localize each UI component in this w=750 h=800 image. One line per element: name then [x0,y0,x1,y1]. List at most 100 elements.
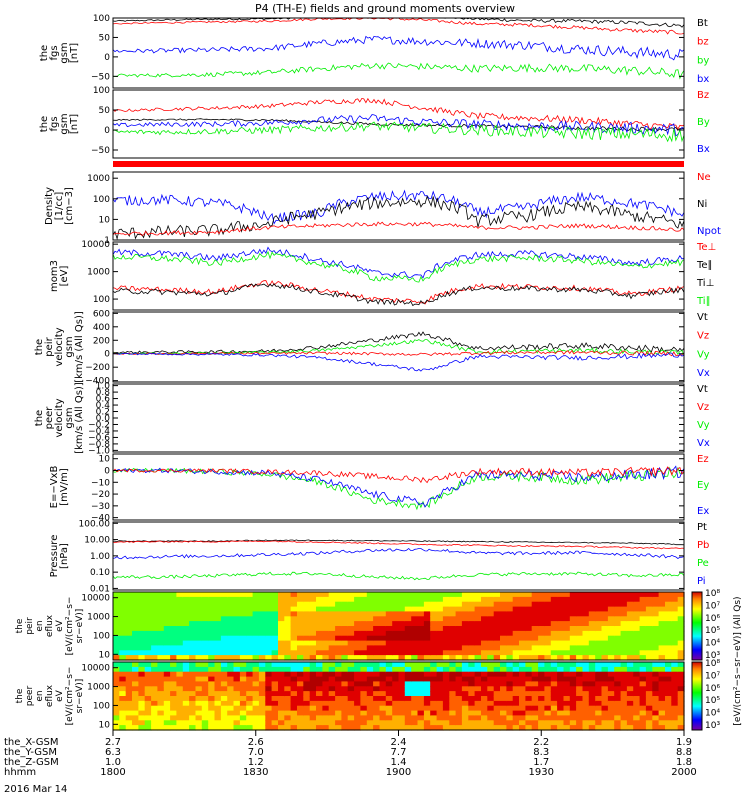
spectrogram-cell [538,686,545,692]
spectrogram-cell [354,696,361,702]
spectrogram-cell [278,655,285,661]
spectrogram-cell [481,630,488,637]
spectrogram-cell [665,592,672,598]
spectrogram-cell [576,662,583,668]
spectrogram-cell [468,655,476,661]
spectrogram-cell [474,635,482,642]
spectrogram-cell [506,720,514,726]
spectrogram-cell [531,676,539,683]
spectrogram-cell [252,676,260,683]
spectrogram-cell [392,676,400,683]
spectrogram-cell [626,621,634,627]
spectrogram-cell [316,671,323,678]
spectrogram-cell [633,596,641,603]
spectrogram-cell [411,691,419,697]
spectrogram-cell [125,666,133,673]
spectrogram-cell [119,655,127,661]
spectrogram-cell [170,630,177,637]
spectrogram-cell [417,635,425,642]
spectrogram-cell [201,645,209,651]
y-tick-label: 100 [93,701,110,711]
spectrogram-cell [677,696,685,702]
spectrogram-cell [652,662,660,668]
y-tick-label: −0.8 [88,440,110,450]
spectrogram-cell [614,705,622,712]
spectrogram-cell [436,611,444,617]
spectrogram-cell [430,596,438,603]
spectrogram-cell [195,640,203,647]
spectrogram-cell [214,645,222,651]
spectrogram-cell [220,621,228,627]
spectrogram-cell [633,686,641,692]
spectrogram-cell [341,705,349,712]
y-tick-label: 1000 [87,268,110,278]
spectrogram-cell [303,691,311,697]
spectrogram-cell [227,630,235,637]
spectrogram-cell [671,592,679,598]
spectrogram-cell [176,592,184,598]
spectrogram-cell [265,655,273,661]
spectrogram-cell [246,650,254,656]
spectrogram-cell [506,601,514,608]
spectrogram-cell [182,606,190,613]
spectrogram-cell [208,705,216,712]
spectrogram-cell [436,601,444,608]
spectrogram-cell [626,611,634,617]
spectrogram-cell [328,616,336,622]
spectrogram-cell [144,596,152,603]
spectrogram-cell [481,640,488,647]
spectrogram-cell [284,645,292,651]
spectrogram-cell [506,635,514,642]
spectrogram-cell [423,715,431,721]
spectrogram-cell [569,696,577,702]
spectrogram-cell [417,676,425,683]
y-tick-label: 1000 [87,613,110,623]
spectrogram-cell [677,655,685,661]
y-tick-label: 100.00 [79,519,111,529]
spectrogram-cell [176,630,184,637]
spectrogram-cell [227,700,235,707]
spectrogram-cell [258,640,266,647]
spectrogram-cell [519,611,526,617]
spectrogram-cell [506,650,514,656]
spectrogram-cell [366,630,374,637]
spectrogram-cell [316,715,323,721]
y-tick-label: 100 [93,14,110,24]
spectrogram-cell [201,700,209,707]
spectrogram-cell [151,691,158,697]
spectrogram-cell [151,596,158,603]
legend-By: By [697,117,710,128]
spectrogram-cell [322,621,330,627]
spectrogram-cell [487,645,495,651]
spectrogram-cell [607,710,615,717]
spectrogram-cell [442,611,450,617]
spectrogram-cell [601,606,609,613]
spectrogram-cell [538,645,545,651]
spectrogram-cell [309,645,317,651]
series-Ni [112,195,685,241]
spectrogram-cell [493,686,501,692]
spectrogram-cell [633,626,641,632]
y-axis-label: the [15,688,25,703]
spectrogram-cell [601,616,609,622]
spectrogram-cell [468,645,476,651]
spectrogram-cell [189,725,196,731]
legend-Bt: Bt [697,18,708,29]
spectrogram-cell [538,640,545,647]
spectrogram-cell [316,621,323,627]
spectrogram-cell [125,606,133,613]
spectrogram-cell [525,645,533,651]
spectrogram-cell [404,671,412,678]
legend-Bx: Bx [697,144,710,155]
spectrogram-cell [620,681,628,687]
spectrogram-cell [347,715,355,721]
spectrogram-cell [500,630,507,637]
spectrogram-cell [639,715,647,721]
spectrogram-cell [119,681,127,687]
spectrogram-cell [258,616,266,622]
spectrogram-cell [550,696,558,702]
spectrogram-cell [157,705,165,712]
spectrogram-cell [398,592,406,598]
spectrogram-cell [557,611,564,617]
